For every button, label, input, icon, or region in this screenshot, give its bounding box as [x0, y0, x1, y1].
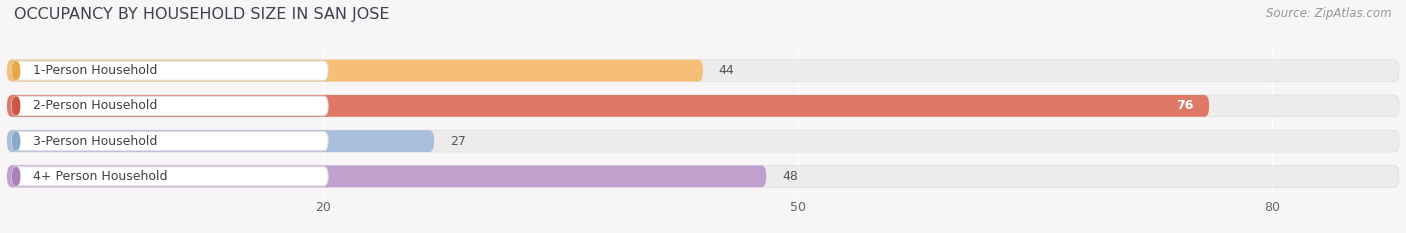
- Text: 44: 44: [718, 64, 734, 77]
- Text: 3-Person Household: 3-Person Household: [34, 135, 157, 148]
- FancyBboxPatch shape: [7, 130, 434, 152]
- FancyBboxPatch shape: [7, 95, 1399, 117]
- Text: 2-Person Household: 2-Person Household: [34, 99, 157, 112]
- FancyBboxPatch shape: [7, 165, 766, 187]
- FancyBboxPatch shape: [11, 131, 328, 151]
- FancyBboxPatch shape: [7, 130, 1399, 152]
- FancyBboxPatch shape: [11, 131, 21, 151]
- FancyBboxPatch shape: [11, 167, 21, 186]
- FancyBboxPatch shape: [11, 167, 328, 186]
- FancyBboxPatch shape: [11, 61, 328, 80]
- FancyBboxPatch shape: [11, 96, 328, 116]
- Text: 4+ Person Household: 4+ Person Household: [34, 170, 167, 183]
- FancyBboxPatch shape: [11, 96, 21, 116]
- Text: 48: 48: [782, 170, 799, 183]
- Text: Source: ZipAtlas.com: Source: ZipAtlas.com: [1267, 7, 1392, 20]
- FancyBboxPatch shape: [7, 60, 1399, 82]
- Text: OCCUPANCY BY HOUSEHOLD SIZE IN SAN JOSE: OCCUPANCY BY HOUSEHOLD SIZE IN SAN JOSE: [14, 7, 389, 22]
- Text: 1-Person Household: 1-Person Household: [34, 64, 157, 77]
- Text: 27: 27: [450, 135, 465, 148]
- FancyBboxPatch shape: [7, 165, 1399, 187]
- FancyBboxPatch shape: [11, 61, 21, 80]
- FancyBboxPatch shape: [7, 95, 1209, 117]
- Text: 76: 76: [1175, 99, 1194, 112]
- FancyBboxPatch shape: [7, 60, 703, 82]
